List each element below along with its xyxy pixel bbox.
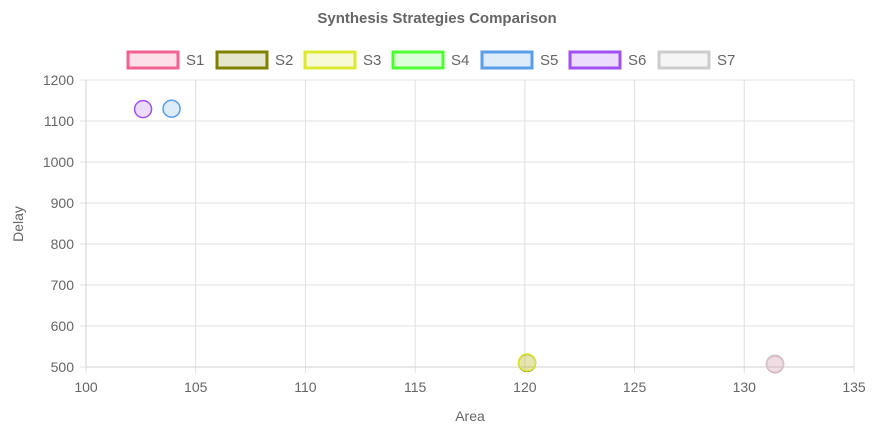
legend-swatch — [568, 50, 622, 70]
legend-item-s6[interactable]: S6 — [568, 50, 646, 70]
data-points — [133, 99, 785, 374]
y-tick-label: 1000 — [43, 154, 74, 170]
legend-label: S6 — [628, 52, 646, 69]
y-axis-title: Delay — [10, 206, 26, 242]
legend-swatch — [480, 50, 534, 70]
x-tick-label: 105 — [184, 379, 208, 395]
legend-label: S7 — [717, 52, 735, 69]
legend: S1 S2 S3 S4 S5 S6 S7 — [126, 50, 735, 70]
y-tick-label: 1200 — [43, 72, 74, 88]
y-tick-label: 700 — [51, 277, 75, 293]
legend-item-s1[interactable]: S1 — [126, 50, 204, 70]
legend-label: S2 — [275, 52, 293, 69]
chart-title: Synthesis Strategies Comparison — [317, 10, 556, 27]
legend-label: S1 — [186, 52, 204, 69]
x-tick-label: 125 — [623, 379, 647, 395]
legend-item-s5[interactable]: S5 — [480, 50, 558, 70]
x-tick-label: 100 — [74, 379, 98, 395]
point-s3 — [517, 353, 537, 372]
x-tick-label: 135 — [842, 379, 866, 395]
legend-item-s4[interactable]: S4 — [391, 50, 469, 70]
y-tick-label: 600 — [51, 318, 75, 334]
legend-label: S4 — [451, 52, 469, 69]
point-s7 — [765, 354, 785, 373]
y-tick-label: 800 — [51, 236, 75, 252]
legend-swatch — [215, 50, 269, 70]
legend-item-s2[interactable]: S2 — [215, 50, 293, 70]
point-s5 — [162, 99, 181, 118]
x-tick-label: 110 — [294, 379, 317, 395]
x-axis-ticks: 100 105 110 115 120 125 130 135 — [74, 379, 866, 395]
legend-swatch — [126, 50, 180, 70]
legend-label: S5 — [540, 52, 558, 69]
x-axis-title: Area — [455, 408, 485, 424]
grid — [80, 79, 855, 373]
legend-swatch — [303, 50, 357, 70]
legend-label: S3 — [363, 52, 381, 69]
legend-item-s3[interactable]: S3 — [303, 50, 381, 70]
x-tick-label: 120 — [513, 379, 537, 395]
point-s6 — [133, 99, 153, 119]
legend-item-s7[interactable]: S7 — [657, 50, 735, 70]
y-tick-label: 1100 — [44, 113, 74, 129]
y-axis-ticks: 500 600 700 800 900 1000 1100 1200 — [43, 72, 74, 375]
legend-swatch — [657, 50, 711, 70]
y-tick-label: 900 — [51, 195, 75, 211]
y-tick-label: 500 — [51, 359, 75, 375]
legend-swatch — [391, 50, 445, 70]
x-tick-label: 130 — [733, 379, 757, 395]
x-tick-label: 115 — [404, 379, 427, 395]
